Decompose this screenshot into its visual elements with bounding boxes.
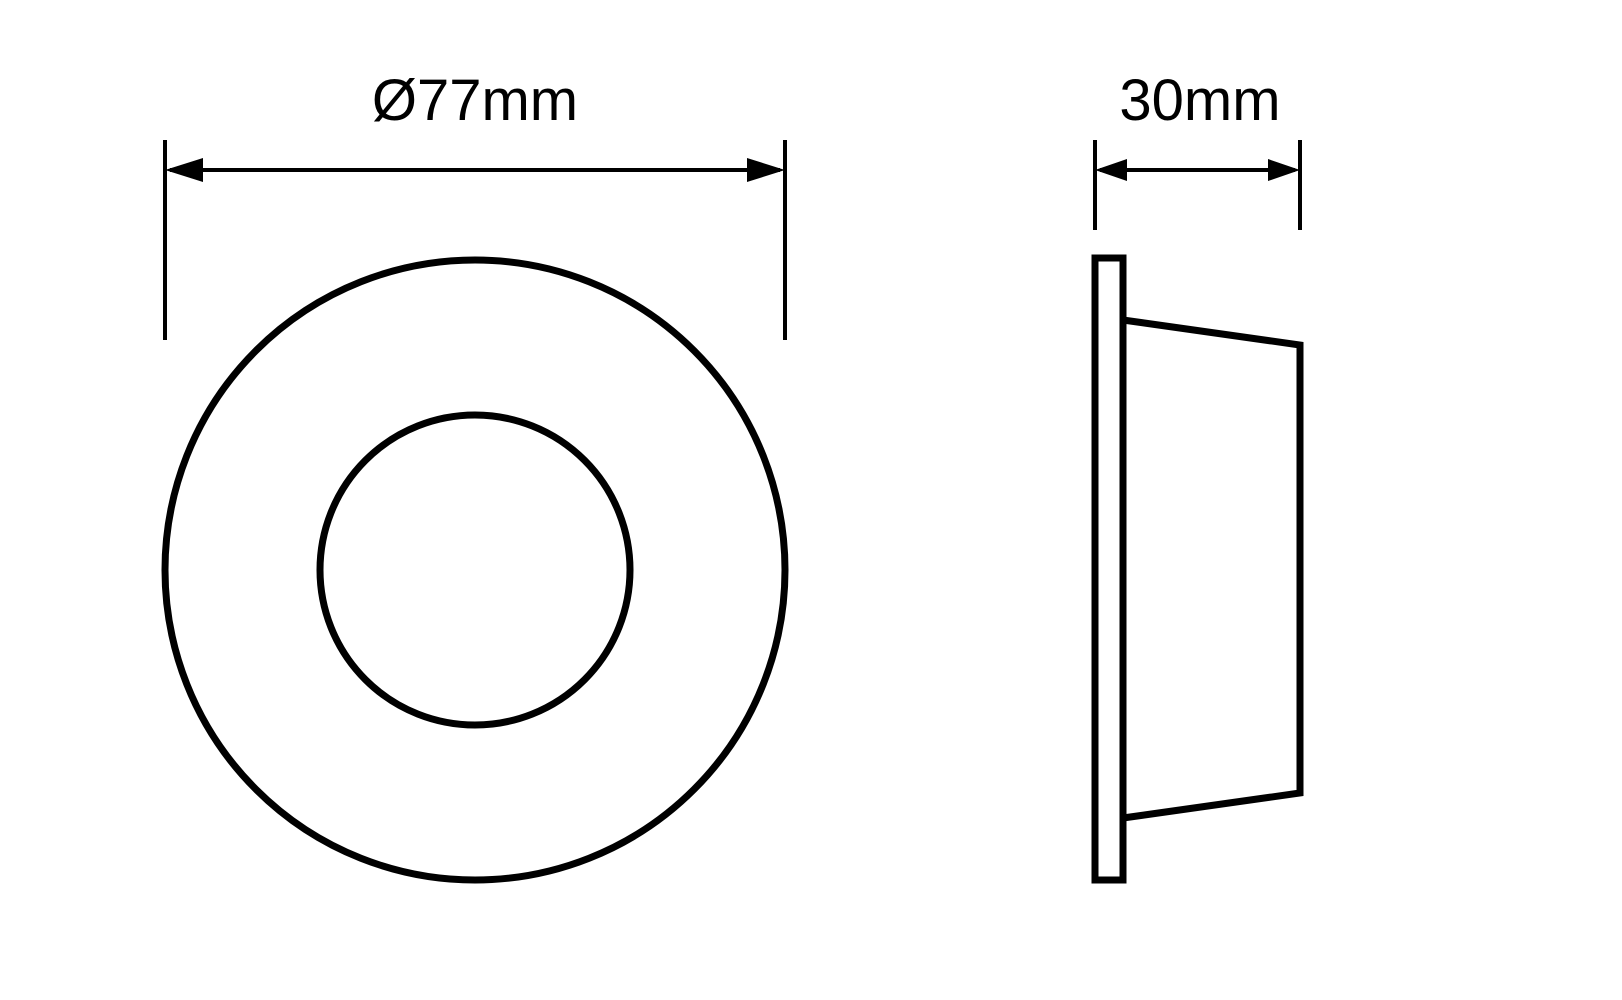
side-dim-arrow-left xyxy=(1095,159,1127,181)
front-dim-arrow-left xyxy=(165,158,203,182)
side-dim-label: 30mm xyxy=(1119,68,1280,133)
front-view: Ø77mm xyxy=(165,68,785,880)
front-outer-circle xyxy=(165,260,785,880)
side-flange xyxy=(1095,258,1123,880)
side-dim-arrow-right xyxy=(1268,159,1300,181)
front-dim-label: Ø77mm xyxy=(372,68,578,133)
front-inner-circle xyxy=(320,415,630,725)
side-body xyxy=(1123,320,1300,818)
side-view: 30mm xyxy=(1095,68,1300,880)
front-dim-arrow-right xyxy=(747,158,785,182)
technical-drawing: Ø77mm 30mm xyxy=(0,0,1622,1000)
